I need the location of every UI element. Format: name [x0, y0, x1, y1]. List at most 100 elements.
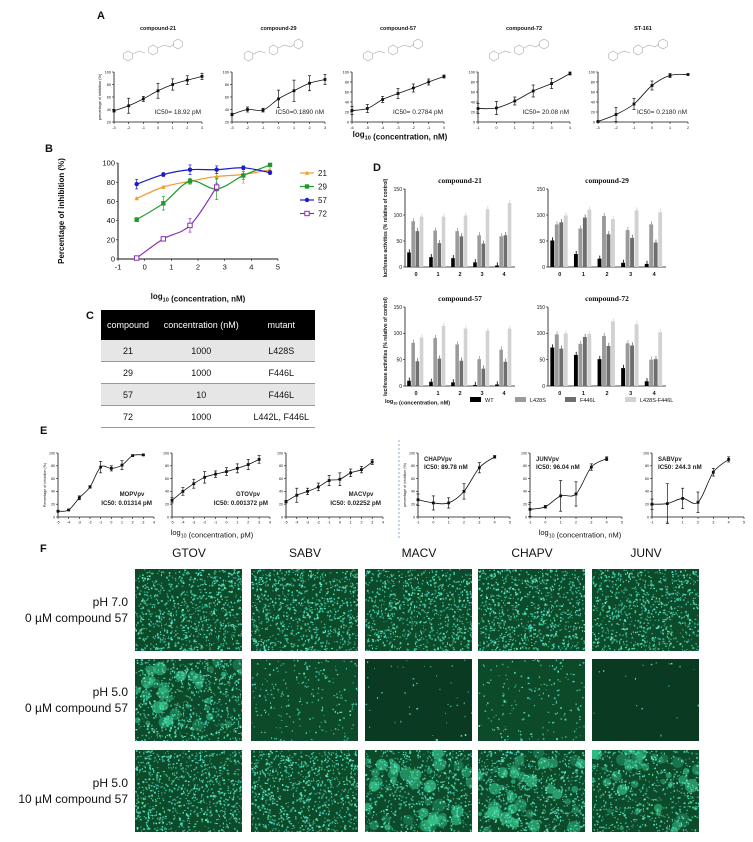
data-point: [513, 99, 517, 103]
bar-f446l: [503, 361, 508, 386]
data-point: [230, 113, 234, 116]
x-tick-label: 1: [236, 521, 238, 525]
data-point: [308, 81, 311, 85]
y-tick-label: 50: [539, 239, 545, 245]
fluorescence-image-sabv-row1: [251, 569, 358, 651]
data-point: [187, 179, 193, 184]
data-point: [213, 184, 220, 190]
bar-l428s: [499, 236, 503, 267]
data-point: [241, 173, 246, 178]
bar-wt: [495, 265, 499, 267]
y-tick-label: 40: [225, 108, 229, 112]
x-tick-label: 0: [558, 391, 561, 397]
x-tick-label: 3: [590, 521, 592, 525]
x-tick-label: 4: [269, 521, 271, 525]
y-tick-label: 60: [345, 90, 349, 94]
data-point: [67, 508, 71, 512]
legend-swatch: [625, 397, 636, 402]
cell: 1000: [154, 405, 248, 428]
x-tick-label: -2: [614, 126, 617, 130]
data-point: [257, 458, 261, 461]
data-point: [99, 465, 103, 469]
y-tick-label: 40: [345, 100, 349, 104]
virus-label: JUNVpv: [536, 457, 560, 463]
legend-swatch: [565, 397, 576, 402]
cell: 10: [154, 383, 248, 406]
y-tick-label: 80: [645, 464, 649, 468]
y-tick-label: 20: [645, 502, 649, 506]
data-point: [370, 460, 374, 464]
fluorescence-image-macv-row3: [365, 750, 472, 832]
virus-label: MOPVpv: [120, 492, 145, 498]
bar-wt: [550, 240, 555, 267]
bar-wt: [550, 347, 555, 386]
bar-wt: [597, 258, 602, 267]
bar-l428s: [499, 349, 503, 386]
x-tick-label: -4: [181, 521, 184, 525]
y-tick-label: 80: [523, 464, 527, 468]
data-point: [241, 165, 246, 170]
data-point: [650, 502, 654, 506]
y-tick-label: 60: [225, 95, 229, 99]
bar-f446l: [559, 348, 564, 386]
y-tick-label: 0: [399, 384, 402, 390]
bar-f446l: [415, 361, 420, 386]
data-point: [416, 498, 420, 502]
bar-l428s-f446l: [563, 333, 568, 386]
data-point: [711, 470, 715, 474]
subplot-title: compound-21: [140, 26, 176, 32]
x-tick-label: 1: [172, 126, 174, 130]
data-point: [696, 500, 700, 504]
data-point: [596, 120, 600, 123]
data-point: [360, 468, 363, 472]
data-point: [462, 490, 466, 493]
x-tick-label: 3: [142, 521, 144, 525]
data-point: [284, 500, 288, 504]
y-axis-label: Percentage of inhibition (%): [43, 463, 47, 507]
x-tick-label: 1: [682, 521, 684, 525]
bar-f446l: [459, 360, 464, 386]
data-point: [277, 97, 280, 101]
bar-wt: [451, 382, 455, 386]
bar-l428s-f446l: [634, 324, 639, 386]
y-tick-label: 100: [105, 70, 111, 74]
legend-swatch: [515, 397, 526, 402]
data-point: [668, 74, 672, 77]
data-point: [614, 113, 618, 116]
data-point: [187, 167, 193, 172]
data-point: [476, 107, 480, 110]
fit-curve: [136, 167, 271, 185]
bar-l428s: [433, 338, 437, 386]
data-point: [134, 196, 139, 201]
column-label-macv: MACV: [401, 546, 437, 560]
bar-l428s-f446l: [507, 203, 512, 267]
y-tick-label: 40: [645, 490, 649, 494]
y-tick-label: 20: [107, 235, 115, 244]
y-tick-label: 60: [645, 477, 649, 481]
bar-l428s-f446l: [485, 330, 490, 386]
data-point: [112, 109, 116, 113]
y-tick-label: 100: [102, 159, 115, 168]
y-tick-label: 40: [107, 216, 115, 225]
y-tick-label: 40: [523, 490, 527, 494]
data-point: [235, 466, 239, 470]
data-point: [77, 496, 81, 500]
y-tick-label: 80: [591, 80, 595, 84]
data-point: [323, 78, 327, 81]
cell: F446L: [247, 383, 315, 406]
x-tick-label: 3: [480, 391, 483, 397]
legend-label: L428S: [530, 398, 546, 404]
x-tick-label: 3: [629, 272, 632, 278]
x-tick-label: -2: [127, 126, 130, 130]
x-tick-label: 0: [277, 126, 279, 130]
data-point: [349, 471, 353, 475]
x-tick-label: 3: [629, 391, 632, 397]
cell: L428S: [247, 340, 315, 362]
y-tick-label: 20: [225, 120, 229, 124]
data-point: [187, 222, 193, 229]
y-tick-label: 40: [411, 490, 415, 494]
y-tick-label: 60: [591, 90, 595, 94]
data-point: [477, 466, 481, 470]
x-tick-label: 2: [360, 521, 362, 525]
data-point: [493, 455, 497, 459]
